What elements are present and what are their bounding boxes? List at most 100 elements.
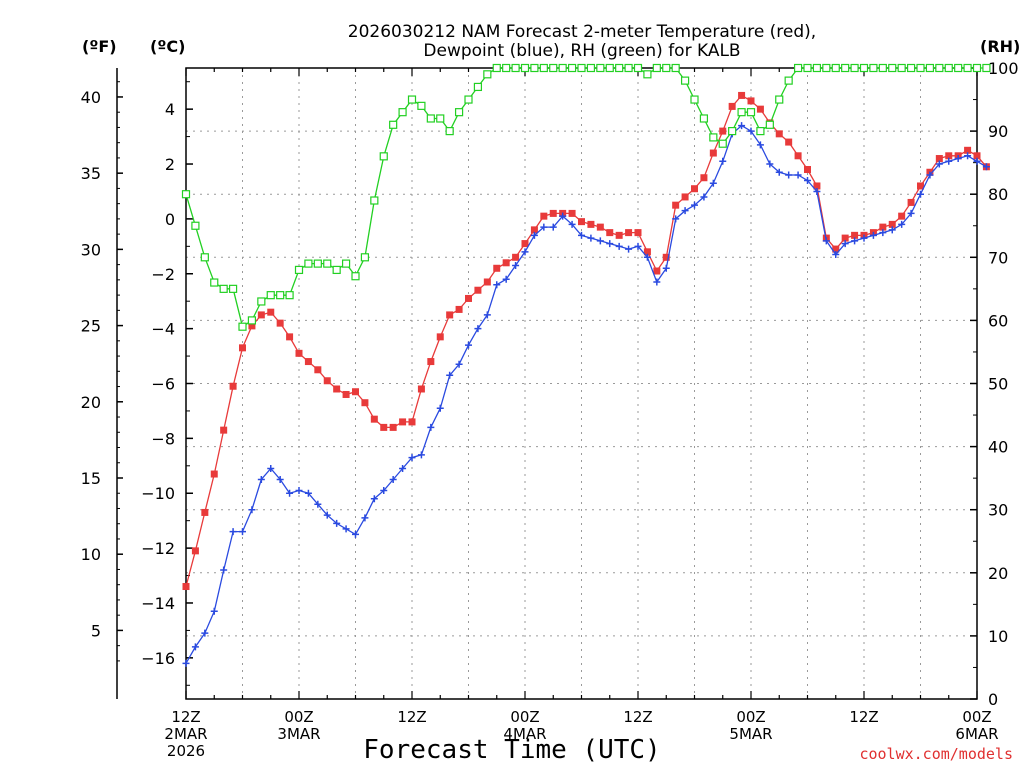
temperature-point-67 bbox=[813, 182, 821, 190]
fahrenheit-tick-label-5: 30 bbox=[81, 240, 101, 259]
dewpoint-point-22 bbox=[389, 476, 397, 484]
temperature-point-75 bbox=[888, 220, 896, 228]
temperature-point-30 bbox=[465, 294, 472, 302]
dewpoint-point-77 bbox=[907, 209, 915, 217]
rh-point-61 bbox=[756, 126, 765, 136]
rh-point-56 bbox=[709, 133, 718, 142]
dewpoint-point-45 bbox=[606, 240, 614, 248]
unit-label-celsius: (ºC) bbox=[150, 37, 185, 56]
rh-point-67 bbox=[812, 63, 822, 73]
rh-point-38 bbox=[539, 63, 548, 73]
dewpoint-point-66 bbox=[804, 176, 811, 184]
rh-point-19 bbox=[360, 253, 370, 262]
fahrenheit-tick-label-1: 10 bbox=[81, 545, 101, 564]
rh-point-52 bbox=[671, 63, 680, 73]
dewpoint-point-31 bbox=[474, 325, 482, 333]
temperature-point-18 bbox=[352, 388, 359, 396]
time-tick-label-1-0: 00Z bbox=[284, 708, 313, 726]
fahrenheit-tick-label-7: 40 bbox=[81, 88, 101, 107]
rh-point-1 bbox=[191, 221, 200, 230]
dewpoint-point-14 bbox=[314, 500, 322, 508]
rh-point-37 bbox=[530, 63, 539, 73]
temperature-point-15 bbox=[323, 377, 331, 385]
dewpoint-point-6 bbox=[239, 528, 246, 536]
dewpoint-point-80 bbox=[935, 160, 943, 168]
rh-point-65 bbox=[793, 63, 803, 73]
temperature-point-21 bbox=[380, 423, 388, 431]
dewpoint-point-61 bbox=[756, 141, 764, 149]
temperature-point-76 bbox=[898, 212, 906, 220]
rh-point-32 bbox=[483, 70, 492, 79]
dewpoint-point-35 bbox=[512, 262, 520, 270]
dewpoint-point-25 bbox=[417, 451, 425, 459]
celsius-tick-label-5: −6 bbox=[151, 375, 175, 394]
dewpoint-point-57 bbox=[719, 157, 727, 165]
rh-point-63 bbox=[775, 95, 784, 104]
time-tick-label-0-2: 2026 bbox=[167, 742, 205, 760]
temperature-point-44 bbox=[596, 223, 604, 231]
rh-point-55 bbox=[699, 114, 709, 123]
rh-point-4 bbox=[219, 284, 228, 293]
rh-point-64 bbox=[784, 76, 793, 85]
rh-tick-label-6: 60 bbox=[988, 311, 1008, 330]
temperature-point-70 bbox=[841, 234, 849, 242]
dewpoint-point-16 bbox=[333, 519, 341, 527]
dewpoint-point-51 bbox=[662, 264, 670, 272]
rh-point-23 bbox=[398, 108, 407, 117]
rh-point-51 bbox=[662, 63, 671, 73]
rh-point-5 bbox=[228, 284, 238, 293]
dewpoint-point-0 bbox=[182, 659, 190, 667]
dewpoint-point-17 bbox=[342, 525, 350, 533]
dewpoint-point-62 bbox=[766, 160, 774, 168]
dewpoint-point-65 bbox=[794, 171, 802, 179]
temperature-point-74 bbox=[879, 223, 887, 231]
dewpoint-point-30 bbox=[465, 341, 472, 349]
rh-point-62 bbox=[765, 120, 774, 129]
x-axis-label: Forecast Time (UTC) bbox=[363, 735, 660, 765]
rh-point-78 bbox=[916, 63, 925, 73]
temperature-point-24 bbox=[408, 418, 416, 426]
rh-point-27 bbox=[436, 114, 445, 123]
dewpoint-point-28 bbox=[446, 371, 454, 379]
temperature-point-26 bbox=[427, 358, 435, 366]
rh-tick-label-0: 0 bbox=[988, 690, 998, 709]
dewpoint-point-3 bbox=[210, 607, 218, 615]
rh-point-29 bbox=[454, 108, 464, 117]
temperature-point-54 bbox=[691, 185, 698, 193]
series-dewpoint bbox=[182, 122, 990, 667]
rh-point-44 bbox=[596, 63, 605, 73]
rh-point-30 bbox=[464, 95, 473, 104]
rh-tick-label-9: 90 bbox=[988, 122, 1008, 141]
temperature-point-25 bbox=[417, 385, 425, 393]
temperature-point-51 bbox=[662, 253, 670, 261]
rh-point-39 bbox=[549, 63, 558, 73]
rh-point-11 bbox=[285, 291, 294, 300]
temperature-point-0 bbox=[182, 583, 190, 591]
temperature-point-69 bbox=[832, 245, 840, 253]
dewpoint-point-44 bbox=[596, 237, 604, 245]
time-tick-label-4-0: 12Z bbox=[623, 708, 652, 726]
dewpoint-point-38 bbox=[540, 223, 548, 231]
time-tick-label-5-1: 5MAR bbox=[729, 725, 772, 743]
temperature-point-27 bbox=[436, 333, 444, 341]
temperature-point-81 bbox=[945, 152, 953, 160]
temperature-point-32 bbox=[483, 278, 491, 286]
dewpoint-point-5 bbox=[229, 528, 237, 536]
dewpoint-point-13 bbox=[304, 489, 312, 497]
dewpoint-point-19 bbox=[361, 514, 369, 522]
rh-point-50 bbox=[652, 63, 661, 73]
temperature-point-4 bbox=[220, 426, 228, 434]
rh-tick-label-1: 10 bbox=[988, 627, 1008, 646]
dewpoint-point-41 bbox=[568, 220, 576, 228]
rh-point-41 bbox=[567, 63, 577, 73]
dewpoint-point-74 bbox=[879, 229, 887, 237]
celsius-tick-label-2: −12 bbox=[141, 539, 175, 558]
rh-point-14 bbox=[313, 259, 322, 268]
fahrenheit-tick-label-0: 5 bbox=[91, 621, 101, 640]
dewpoint-point-67 bbox=[813, 187, 821, 195]
temperature-point-37 bbox=[530, 226, 538, 234]
dewpoint-point-7 bbox=[248, 506, 256, 514]
time-tick-label-3-1: 4MAR bbox=[503, 725, 546, 743]
celsius-tick-label-7: −2 bbox=[151, 265, 175, 284]
